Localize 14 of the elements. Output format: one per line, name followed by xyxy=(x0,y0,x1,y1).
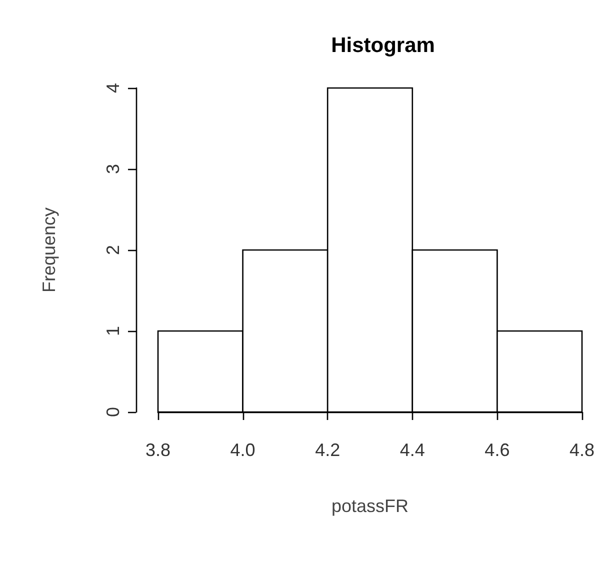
y-tick-label: 2 xyxy=(103,244,123,256)
x-tick-label: 4.0 xyxy=(230,440,256,460)
x-tick-label: 4.4 xyxy=(400,440,425,460)
x-tick-label: 4.8 xyxy=(569,440,595,460)
y-tick-label: 3 xyxy=(103,164,123,174)
x-axis-title: potassFR xyxy=(331,496,409,516)
chart-title: Histogram xyxy=(331,34,435,57)
y-tick-label: 4 xyxy=(103,82,123,94)
y-tick-label: 1 xyxy=(103,326,123,336)
x-tick-label: 4.2 xyxy=(315,440,340,460)
y-tick-label: 0 xyxy=(103,406,123,418)
y-axis-title: Frequency xyxy=(39,207,59,293)
x-tick-label: 3.8 xyxy=(145,440,171,460)
x-tick-label: 4.6 xyxy=(484,440,510,460)
